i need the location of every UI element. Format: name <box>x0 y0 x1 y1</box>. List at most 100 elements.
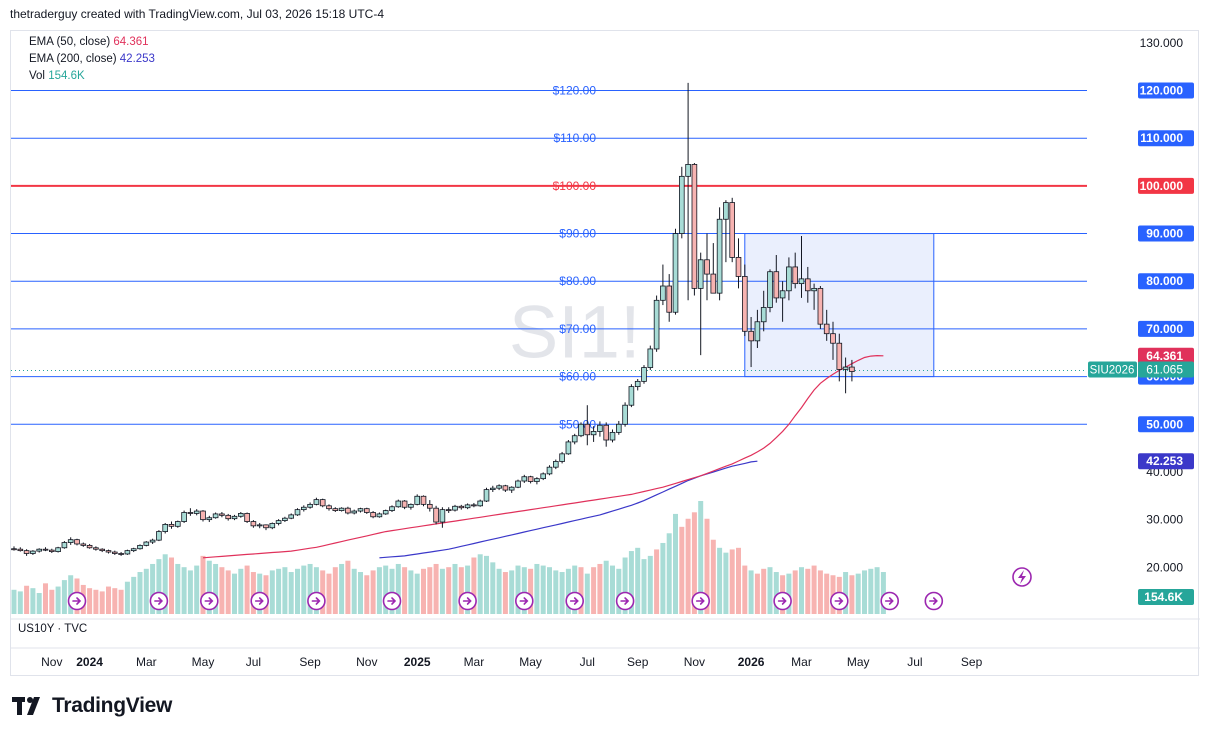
candle[interactable] <box>439 507 446 528</box>
candle[interactable] <box>219 512 225 518</box>
candle[interactable] <box>137 544 143 550</box>
candle[interactable] <box>716 207 723 301</box>
candle[interactable] <box>798 235 805 298</box>
ema50-badge[interactable] <box>1138 347 1194 364</box>
candle[interactable] <box>319 498 326 508</box>
candle[interactable] <box>105 549 112 554</box>
candle[interactable] <box>571 433 578 445</box>
candle[interactable] <box>584 405 591 446</box>
candle[interactable] <box>786 257 792 301</box>
candle[interactable] <box>187 508 194 516</box>
candle[interactable] <box>616 420 622 435</box>
candle[interactable] <box>628 384 635 408</box>
price-level-badge[interactable] <box>1138 225 1194 242</box>
candle[interactable] <box>660 264 666 306</box>
candle[interactable] <box>590 426 597 442</box>
candle[interactable] <box>237 512 244 518</box>
candle[interactable] <box>162 522 169 534</box>
event-marker-icon[interactable] <box>773 591 792 611</box>
candle[interactable] <box>697 252 704 356</box>
candle[interactable] <box>61 541 68 549</box>
candle[interactable] <box>559 451 565 464</box>
candle[interactable] <box>849 359 855 382</box>
candle[interactable] <box>792 252 798 289</box>
candle[interactable] <box>294 508 301 516</box>
candle[interactable] <box>723 200 729 263</box>
event-marker-icon[interactable] <box>615 591 635 611</box>
candle[interactable] <box>508 486 515 493</box>
legend-ema200[interactable]: EMA (200, close) 42.253 <box>29 53 155 65</box>
candle[interactable] <box>42 547 49 552</box>
candle[interactable] <box>124 549 131 555</box>
candle[interactable] <box>653 295 660 352</box>
candle[interactable] <box>244 512 250 523</box>
candle[interactable] <box>168 521 175 529</box>
candle[interactable] <box>553 459 559 470</box>
price-level-badge[interactable] <box>1138 416 1194 433</box>
legend-ema50[interactable]: EMA (50, close) 64.361 <box>29 36 149 48</box>
candle[interactable] <box>433 505 439 525</box>
candle[interactable] <box>489 485 496 492</box>
candle[interactable] <box>426 500 433 512</box>
price-level-badge[interactable] <box>1138 273 1194 290</box>
event-marker-icon[interactable] <box>200 591 219 611</box>
candle[interactable] <box>269 522 276 530</box>
candle[interactable] <box>112 550 118 555</box>
event-marker-icon[interactable] <box>880 591 900 611</box>
candle[interactable] <box>17 547 24 552</box>
ema50-line[interactable] <box>202 354 884 559</box>
candle[interactable] <box>118 552 124 556</box>
candle[interactable] <box>307 502 313 509</box>
candle[interactable] <box>86 543 93 549</box>
candle[interactable] <box>143 541 150 547</box>
price-level-badge[interactable] <box>1138 320 1194 337</box>
candle[interactable] <box>250 520 257 528</box>
candle[interactable] <box>710 243 717 294</box>
event-marker-icon[interactable] <box>458 591 477 611</box>
candle[interactable] <box>99 548 106 553</box>
candle[interactable] <box>748 317 754 368</box>
candle[interactable] <box>55 546 61 553</box>
candle[interactable] <box>471 502 477 508</box>
candle[interactable] <box>666 274 672 322</box>
candle[interactable] <box>193 509 200 516</box>
candle[interactable] <box>691 162 698 296</box>
event-marker-icon[interactable] <box>829 591 849 611</box>
candle[interactable] <box>206 515 213 523</box>
price-level-badge[interactable] <box>1138 177 1194 194</box>
event-marker-icon[interactable] <box>514 591 534 611</box>
candle[interactable] <box>521 474 528 483</box>
event-marker-icon[interactable] <box>565 591 585 611</box>
ema200-badge[interactable] <box>1138 453 1194 470</box>
price-level-badge[interactable] <box>1138 130 1194 147</box>
candle[interactable] <box>754 309 761 348</box>
candle[interactable] <box>817 286 824 329</box>
candle[interactable] <box>811 283 817 310</box>
candle[interactable] <box>805 266 811 303</box>
candle[interactable] <box>382 509 389 515</box>
symbol-badge[interactable] <box>1088 361 1137 378</box>
candle[interactable] <box>300 505 307 512</box>
price-level-badge[interactable] <box>1138 82 1194 99</box>
candle[interactable] <box>830 321 836 360</box>
tradingview-logo[interactable]: TradingView <box>12 694 172 718</box>
candle[interactable] <box>231 514 238 521</box>
event-marker-icon[interactable] <box>149 591 169 611</box>
candle[interactable] <box>326 504 332 511</box>
candle[interactable] <box>458 504 465 510</box>
candle[interactable] <box>288 513 294 520</box>
candle[interactable] <box>80 542 87 547</box>
candle[interactable] <box>363 507 370 514</box>
candle[interactable] <box>357 507 364 513</box>
candle[interactable] <box>67 537 74 545</box>
candle[interactable] <box>445 507 452 513</box>
candle[interactable] <box>256 522 263 529</box>
event-marker-icon[interactable] <box>307 591 326 611</box>
candle[interactable] <box>225 513 232 521</box>
candle[interactable] <box>578 422 584 438</box>
event-marker-icon[interactable] <box>250 591 269 611</box>
candle[interactable] <box>760 290 767 332</box>
legend-volume[interactable]: Vol 154.6K <box>29 70 85 82</box>
candle[interactable] <box>345 506 351 515</box>
candle[interactable] <box>540 472 546 481</box>
